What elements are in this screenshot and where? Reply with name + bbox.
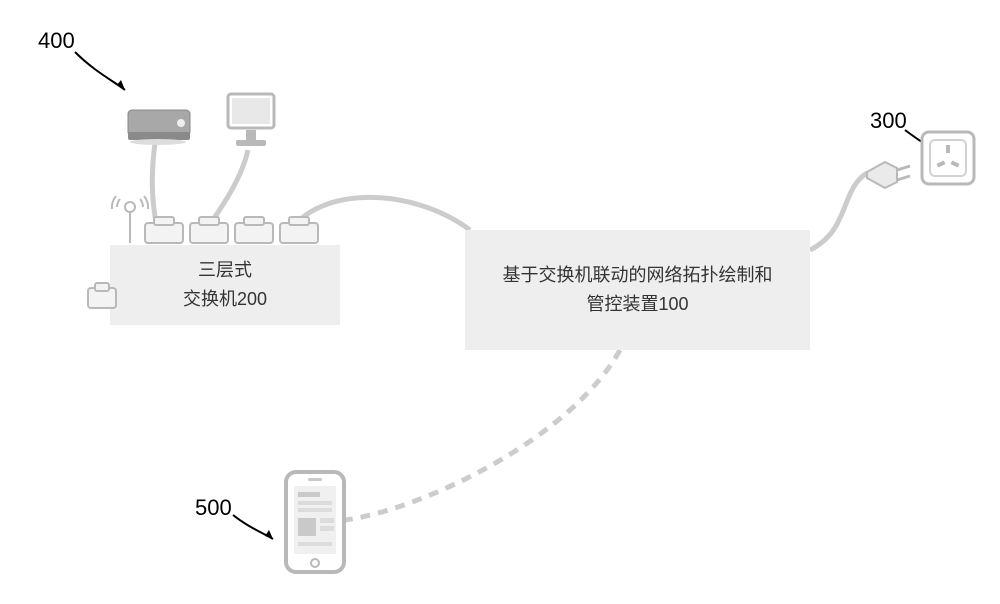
switch-label-line1: 三层式 — [198, 256, 252, 285]
control-device-box: 基于交换机联动的网络拓扑绘制和 管控装置100 — [465, 230, 810, 350]
switch-ports-icon — [140, 215, 400, 245]
plug-icon — [855, 150, 915, 195]
switch-side-port-icon — [85, 280, 120, 315]
switch-box: 三层式 交换机200 — [110, 245, 340, 325]
ref-label-500: 500 — [195, 495, 232, 521]
phone-icon — [280, 468, 350, 578]
monitor-icon — [222, 90, 280, 152]
switch-label-line2: 交换机200 — [183, 285, 267, 314]
wall-outlet-icon — [918, 128, 978, 188]
control-label-line2: 管控装置100 — [586, 290, 688, 319]
settop-box-icon — [125, 100, 195, 145]
control-label-line1: 基于交换机联动的网络拓扑绘制和 — [503, 261, 773, 290]
arrow-400 — [70, 42, 140, 102]
